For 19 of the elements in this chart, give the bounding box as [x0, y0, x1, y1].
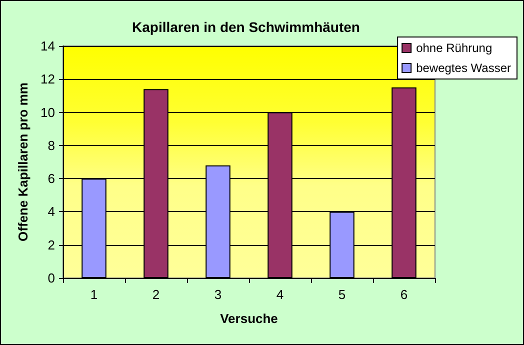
x-tick-label: 3	[214, 287, 222, 302]
x-tick-label: 5	[338, 287, 346, 302]
x-tick-label: 1	[90, 287, 98, 302]
y-tick-label: 8	[48, 138, 55, 153]
x-axis-title: Versuche	[220, 311, 278, 326]
y-axis-title: Offene Kapillaren pro mm	[16, 82, 31, 242]
legend-label: bewegtes Wasser	[416, 61, 512, 75]
y-tick-label: 4	[48, 204, 55, 220]
legend-label: ohne Rührung	[416, 41, 492, 55]
x-tick-label: 2	[152, 287, 160, 302]
y-tick-label: 6	[48, 171, 55, 186]
y-tick-label: 12	[40, 72, 55, 87]
x-tick-label: 6	[400, 287, 408, 302]
y-tick-label: 14	[40, 38, 55, 54]
y-tick-label: 2	[48, 237, 55, 252]
y-tick-label: 0	[48, 270, 55, 286]
y-tick-label: 10	[40, 104, 55, 120]
x-tick-label: 4	[276, 287, 284, 302]
chart-title: Kapillaren in den Schwimmhäuten	[132, 19, 360, 35]
